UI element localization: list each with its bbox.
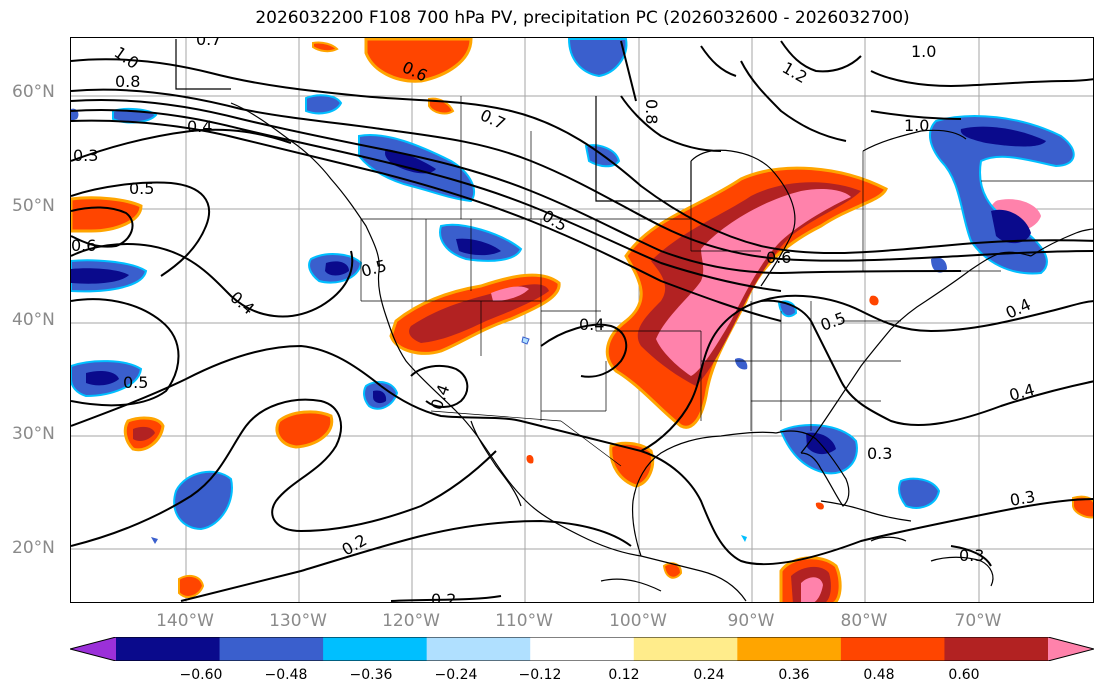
colorbar-cells <box>70 637 1094 661</box>
colorbar-tick: −0.12 <box>518 667 562 683</box>
political-borders <box>360 96 1093 467</box>
lon-label-90w: 90°W <box>727 611 775 631</box>
colorbar-tick: 0.60 <box>948 667 980 683</box>
contour-label: 0.4 <box>1003 295 1034 323</box>
colorbar-tick: −0.36 <box>349 667 393 683</box>
colorbar-tick: −0.24 <box>434 667 478 683</box>
colorbar-cell <box>219 637 324 661</box>
contour-label: 0.5 <box>129 179 154 198</box>
colorbar-extend-high <box>1048 637 1094 661</box>
contour-label: 0.6 <box>71 236 96 255</box>
colorbar-cell <box>530 637 635 661</box>
contour-label: 0.2 <box>431 590 456 603</box>
precip-canada-top <box>364 38 473 83</box>
contour-label: 0.3 <box>1008 487 1036 510</box>
colorbar-tick: −0.60 <box>179 667 223 683</box>
colorbar-cell <box>944 637 1049 661</box>
map-panel: 1.0 0.7 0.8 0.4 0.3 0.5 0.6 0.4 0.6 0.7 … <box>70 37 1094 603</box>
lon-label-130w: 130°W <box>269 611 327 631</box>
precip-pacific-west <box>71 196 143 233</box>
contour-label: 1.2 <box>779 58 811 87</box>
contour-label: 0.2 <box>339 530 371 559</box>
colorbar-cell <box>116 637 221 661</box>
contour-label: 0.4 <box>187 117 212 136</box>
pv-contours <box>71 40 1093 602</box>
contour-label: 0.7 <box>196 38 221 49</box>
map-title: 2026032200 F108 700 hPa PV, precipitatio… <box>255 8 910 28</box>
contour-label: 0.4 <box>226 288 258 319</box>
colorbar-tick: −0.48 <box>264 667 308 683</box>
lon-label-70w: 70°W <box>954 611 1002 631</box>
colorbar-tick: 0.12 <box>608 667 640 683</box>
map-canvas: 1.0 0.7 0.8 0.4 0.3 0.5 0.6 0.4 0.6 0.7 … <box>71 38 1093 603</box>
lat-label-60n: 60°N <box>12 82 55 102</box>
contour-label: 0.8 <box>115 72 140 91</box>
contour-label: 0.4 <box>579 315 604 334</box>
precip-mexico <box>609 441 655 488</box>
lon-label-110w: 110°W <box>495 611 553 631</box>
colorbar-tick: 0.36 <box>778 667 810 683</box>
colorbar-cell <box>323 637 428 661</box>
colorbar-tick: 0.48 <box>863 667 895 683</box>
contour-label: 0.5 <box>123 373 148 392</box>
colorbar-tick: 0.24 <box>693 667 725 683</box>
contour-label: 0.4 <box>1007 380 1037 405</box>
colorbar-extend-low <box>70 637 116 661</box>
lat-label-50n: 50°N <box>12 196 55 216</box>
contour-label: 0.5 <box>818 308 848 335</box>
lon-label-100w: 100°W <box>609 611 667 631</box>
contour-label: 0.3 <box>867 444 892 463</box>
lat-label-20n: 20°N <box>12 538 55 558</box>
contour-label: 0.8 <box>642 99 661 124</box>
contour-label: 0.5 <box>359 256 389 281</box>
colorbar-cell <box>840 637 945 661</box>
contour-label: 0.3 <box>73 146 98 165</box>
lon-label-80w: 80°W <box>840 611 888 631</box>
colorbar-cell <box>633 637 738 661</box>
contour-label: 1.0 <box>111 43 143 73</box>
colorbar-cell <box>426 637 531 661</box>
lat-label-30n: 30°N <box>12 424 55 444</box>
contour-label: 1.0 <box>911 42 936 61</box>
colorbar-cell <box>737 637 842 661</box>
lon-label-120w: 120°W <box>382 611 440 631</box>
contour-label: 0.6 <box>766 248 791 267</box>
contour-label: 1.0 <box>904 116 929 135</box>
lon-label-140w: 140°W <box>156 611 214 631</box>
contour-label: 0.3 <box>959 546 984 565</box>
lat-label-40n: 40°N <box>12 310 55 330</box>
colorbar <box>70 637 1094 661</box>
